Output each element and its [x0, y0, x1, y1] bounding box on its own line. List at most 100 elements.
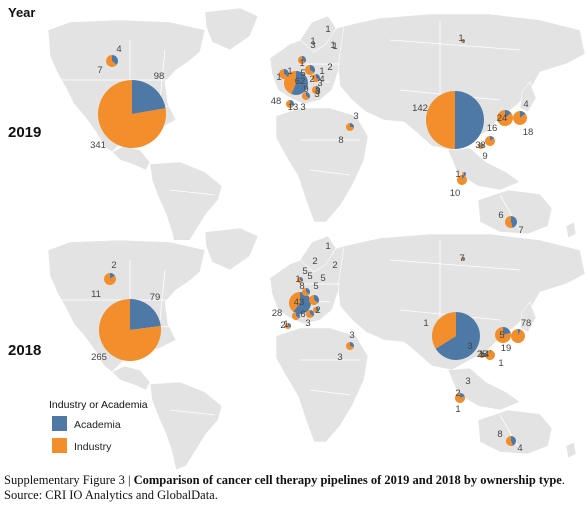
pie-slice-academia-2019-australia [511, 216, 518, 228]
value-label-2018-29: 3 [465, 376, 470, 387]
value-label-2018-3: 2 [111, 260, 116, 271]
landmass-south-america [149, 161, 223, 251]
country-border-4 [159, 49, 166, 101]
value-label-2019-14: 13 [288, 102, 299, 113]
value-label-2019-10: 62 [295, 76, 306, 87]
pie-2018-north-america [98, 299, 161, 361]
pie-2018-europe-extra-5 [284, 323, 292, 330]
caption-title: Comparison of cancer cell therapy pipeli… [133, 473, 562, 487]
pie-slice-industry-2019-hong-kong [478, 143, 484, 149]
pie-slice-industry-2018-europe-extra-1 [301, 288, 310, 296]
pie-slice-academia-2018-europe-extra-2 [314, 295, 319, 303]
pie-slice-industry-2018-europe-extra-5 [284, 323, 291, 330]
pie-slice-academia-2018-korea [503, 327, 511, 335]
pie-slice-industry-2018-europe-extra-4 [292, 312, 300, 320]
landmass-australia [477, 409, 553, 455]
pie-slice-academia-2019-israel [350, 123, 355, 128]
value-label-2018-30: 2 [455, 388, 460, 399]
world-land-2018 [47, 227, 586, 470]
value-label-2019-37: 9 [303, 84, 308, 95]
value-label-2019-24: 18 [523, 127, 534, 138]
pie-slice-industry-2018-korea [495, 327, 511, 343]
landmass-africa [275, 107, 369, 223]
value-label-2018-25: 14 [479, 349, 490, 360]
value-label-2019-5: 1 [325, 24, 330, 35]
value-label-2018-21: 1 [423, 318, 428, 329]
value-label-2018-19: 3 [337, 352, 342, 363]
value-label-2019-25: 3 [480, 140, 485, 151]
pie-slice-industry-2018-taiwan [484, 350, 495, 360]
caption-prefix: Supplementary Figure 3 | [4, 473, 134, 487]
landmass-south-america [149, 381, 223, 470]
pie-2018-europe-extra-7 [297, 277, 303, 283]
pie-slice-industry-2018-north-america [98, 299, 161, 361]
value-label-2019-16: 1 [276, 72, 281, 83]
legend-swatch-industry [52, 438, 67, 453]
pie-2019-europe-extra-1 [305, 65, 316, 75]
pie-2019-hong-kong [478, 143, 484, 149]
value-label-2019-30: 10 [450, 188, 461, 199]
pie-2019-europe-extra-2 [312, 74, 320, 82]
landmass-scandinavia [299, 15, 337, 53]
pie-2019-china [426, 91, 484, 149]
pie-slice-academia-2018-israel [350, 342, 354, 348]
value-label-2018-17: 6 [300, 309, 305, 320]
value-label-2018-8: 1 [295, 274, 300, 285]
value-label-2019-21: 142 [412, 103, 428, 114]
pie-slice-industry-2018-canada [104, 273, 116, 285]
landmass-africa [275, 327, 369, 443]
value-label-2018-26: 25 [477, 349, 488, 360]
pie-slice-industry-2019-china [426, 91, 455, 149]
pie-2018-korea [495, 327, 511, 343]
pie-2019-europe-extra-6 [312, 86, 320, 94]
value-label-2018-14: 3 [305, 318, 310, 329]
pie-slice-academia-2018-russia [463, 257, 465, 261]
landmass-greenland [204, 227, 259, 271]
value-label-2019-15: 3 [300, 102, 305, 113]
value-label-2018-1: 79 [150, 292, 161, 303]
pie-2018-canada [104, 273, 116, 285]
value-label-2019-3: 4 [116, 44, 121, 55]
pie-slice-academia-2018-europe-extra-7 [300, 277, 303, 282]
value-label-2018-23: 5 [499, 330, 504, 341]
value-label-2018-24: 19 [501, 343, 512, 354]
country-border-11 [309, 169, 351, 176]
pie-slice-industry-2019-australia [505, 216, 513, 228]
pie-slice-industry-2018-europe-extra-7 [297, 277, 303, 283]
legend-swatch-academia [52, 416, 67, 431]
pie-slice-academia-2019-europe-extra-7 [302, 56, 306, 63]
pie-slice-industry-2019-israel [346, 123, 354, 131]
value-label-2019-20: 1 [458, 33, 463, 44]
value-label-2019-38: 4 [319, 74, 324, 85]
value-label-2019-1: 98 [154, 71, 165, 82]
value-label-2019-23: 24 [497, 113, 508, 124]
pie-slice-industry-2018-china [432, 312, 456, 349]
pie-slice-academia-2018-singapore [460, 393, 465, 398]
value-label-2019-40: 1 [287, 66, 292, 77]
value-label-2019-34: 2 [327, 62, 332, 73]
pie-2018-europe-extra-4 [292, 312, 300, 320]
pie-2019-israel [346, 123, 355, 131]
value-label-2019-32: 7 [518, 225, 523, 236]
landmass-asia [337, 13, 586, 151]
landmass-central-america [111, 365, 151, 391]
pie-slice-academia-2018-taiwan [490, 350, 492, 355]
value-label-2018-2: 265 [91, 352, 107, 363]
pie-2019-korea [496, 110, 513, 127]
value-label-2018-22: 78 [521, 318, 532, 329]
pie-slice-academia-2019-europe-extra-2 [316, 74, 320, 81]
landmass-new-zealand [565, 441, 577, 459]
pie-slice-industry-2018-western-europe [289, 292, 300, 312]
pie-2018-singapore [454, 393, 465, 404]
pie-slice-academia-2018-hong-kong [482, 352, 486, 358]
pie-2019-canada [106, 55, 118, 67]
pie-slice-industry-2018-japan [511, 329, 525, 344]
value-label-2019-2: 341 [90, 140, 106, 151]
country-border-4 [159, 269, 166, 321]
pie-slice-industry-2019-russia [461, 39, 463, 43]
legend-label-academia: Academia [74, 419, 121, 431]
pie-slice-academia-2019-europe-extra-4 [290, 100, 294, 107]
